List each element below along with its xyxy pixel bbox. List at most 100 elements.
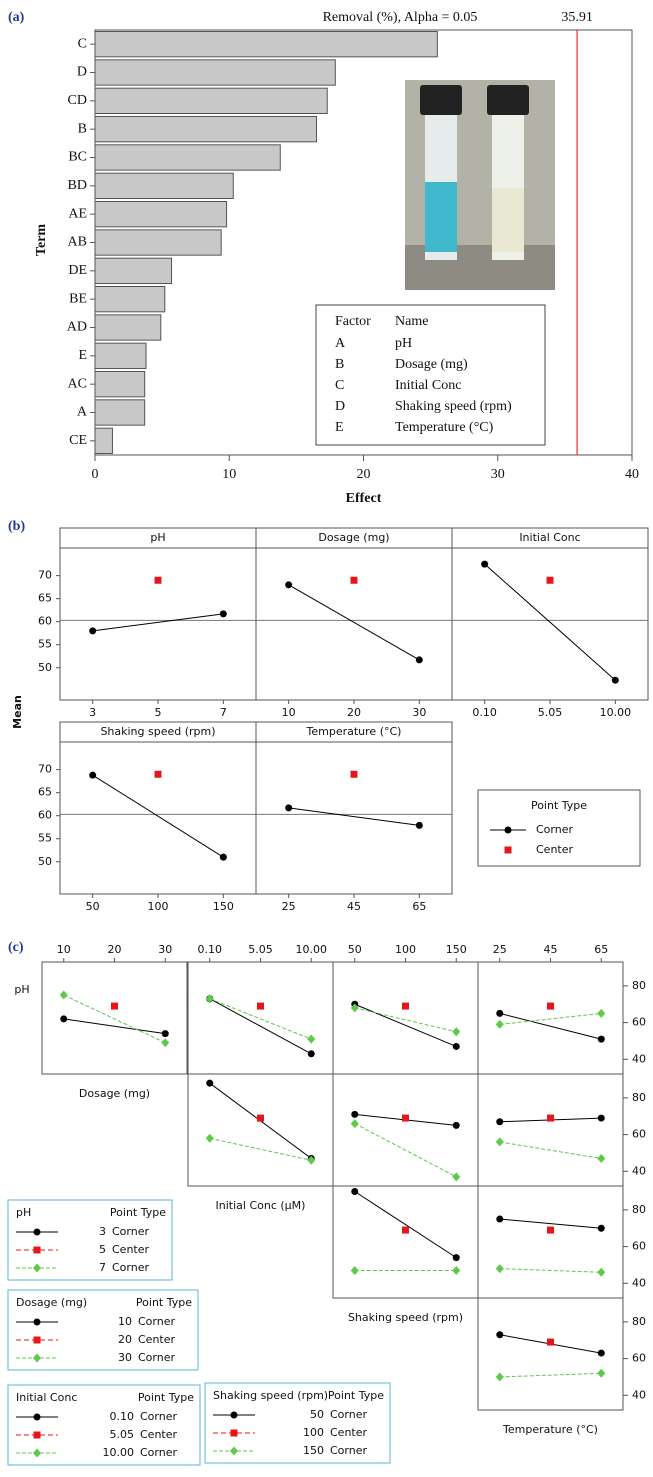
legend-marker [504,846,512,854]
legend-marker [230,1429,238,1437]
cell-frame [477,961,624,1075]
high-line [499,1268,602,1273]
cell-frame [332,961,479,1075]
bar [94,59,336,86]
legend-point-type: Corner [140,1410,177,1423]
legend-level: 150 [303,1444,324,1457]
x-tick-label: 100 [148,900,169,913]
x-tick-label: 10 [282,706,296,719]
low-point [597,1224,605,1232]
center-point [257,1002,264,1010]
x-tick-label: 5 [155,706,162,719]
y-tick-label: 50 [38,855,52,868]
bar [94,201,228,228]
bar [94,427,113,454]
bar [94,87,328,114]
legend-title: Point Type [110,1206,166,1219]
table-cell: A [335,336,346,351]
x-tick-label: 10.00 [600,706,632,719]
reference-label: 35.91 [561,10,593,25]
low-line [354,1003,457,1047]
center-point [547,1002,554,1010]
legend-level: 7 [99,1261,106,1274]
x-tick-label: 0.10 [472,706,497,719]
low-point [307,1050,315,1058]
high-point [350,1003,359,1013]
center-point [350,770,358,778]
table-cell: Dosage (mg) [395,357,468,372]
cell-frame [332,1073,479,1187]
panel-title: Temperature (°C) [306,725,402,738]
legend-title: Point Type [136,1296,192,1309]
legend-marker [33,1263,41,1273]
corner-point [415,656,423,664]
high-line [209,1137,312,1161]
legend-marker [230,1411,238,1419]
y-axis-label: Mean [11,695,24,729]
bar [94,116,318,143]
panel-title: Dosage (mg) [318,531,389,544]
y-tick-label: 70 [38,763,52,776]
low-point [496,1118,504,1126]
x-tick-label: 50 [86,900,100,913]
legend-level: 10.00 [103,1446,135,1459]
x-tick-label: 20 [108,943,122,956]
legend-label: Center [536,843,574,856]
x-tick-label: 150 [213,900,234,913]
legend-level: 20 [118,1333,132,1346]
low-line [209,998,312,1055]
factor-label: pH [14,983,29,996]
x-tick-label: 0 [92,467,99,482]
low-line [63,1018,166,1035]
x-tick-label: 5.05 [538,706,563,719]
corner-point [219,610,227,618]
bar [94,229,222,256]
cell-frame [332,1185,479,1299]
x-tick-label: 20 [357,467,371,482]
y-tick-label: 40 [632,1052,646,1065]
legend-level: 5 [99,1243,106,1256]
x-tick-label: 10 [57,943,71,956]
bar [94,144,281,171]
x-tick-label: 20 [347,706,361,719]
x-tick-label: 25 [282,900,296,913]
low-point [597,1035,605,1043]
low-point [351,1188,359,1196]
cell-frame [477,1073,624,1187]
x-tick-label: 40 [625,467,639,482]
x-tick-label: 25 [493,943,507,956]
low-point [60,1015,68,1023]
legend-marker [33,1448,41,1458]
y-tick-label: 80 [632,979,646,992]
bar [94,342,147,369]
corner-line [92,774,224,858]
legend-marker [33,1246,41,1254]
panel-title: Initial Conc [519,531,580,544]
high-point [495,1019,504,1029]
cell-frame [187,1073,334,1187]
table-cell: E [335,420,344,435]
y-tick-label: A [77,405,88,420]
factor-label: Shaking speed (rpm) [348,1311,463,1324]
legend-level: 0.10 [110,1410,135,1423]
legend-level: 5.05 [110,1428,135,1441]
center-point [154,576,162,584]
y-tick-label: 60 [632,1352,646,1365]
y-tick-label: BE [69,291,87,306]
x-tick-label: 10.00 [296,943,328,956]
high-point [495,1372,504,1382]
corner-point [415,821,423,829]
high-point [205,994,214,1004]
low-line [499,1012,602,1040]
x-tick-label: 45 [347,900,361,913]
legend-point-type: Corner [330,1444,367,1457]
y-tick-label: 65 [38,786,52,799]
y-tick-label: 55 [38,832,52,845]
high-line [354,1007,457,1033]
corner-line [288,807,420,826]
table-cell: Shaking speed (rpm) [395,399,512,414]
legend-level: 50 [310,1408,324,1421]
factor-table [315,304,546,446]
cell-frame [477,1297,624,1411]
high-line [63,994,166,1044]
